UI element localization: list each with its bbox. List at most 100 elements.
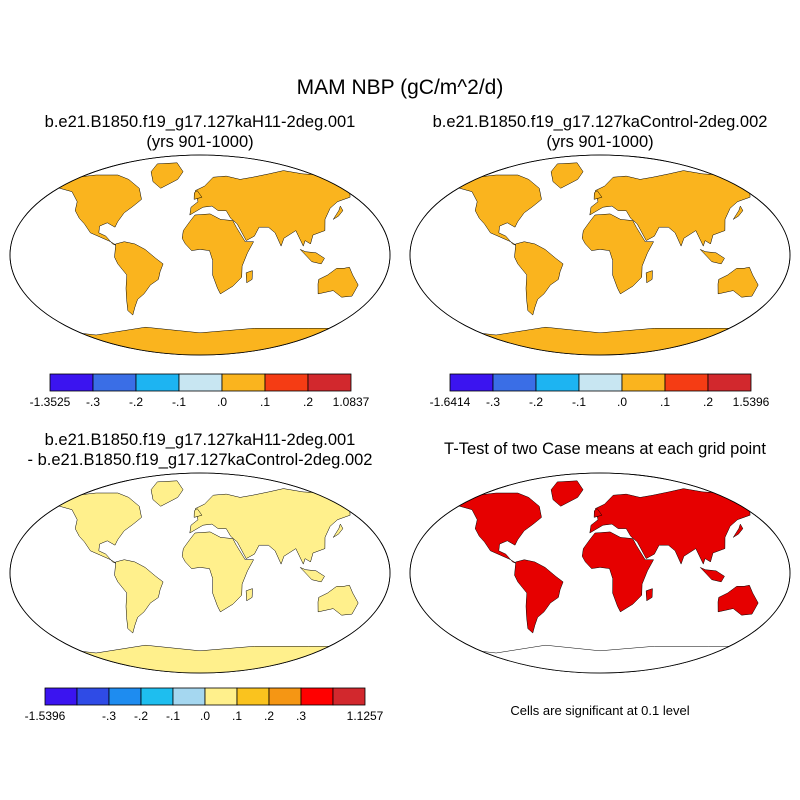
- colorbar-tick-label: -.2: [529, 395, 543, 409]
- colorbar-tick-label: -.3: [486, 395, 500, 409]
- continent-samerica: [114, 559, 164, 634]
- panel-title-case1: b.e21.B1850.f19_g17.127kaH11-2deg.001 (y…: [10, 112, 390, 152]
- continent-greenland: [550, 480, 584, 507]
- map-case1: [9, 154, 391, 356]
- panel-title-ttest: T-Test of two Case means at each grid po…: [444, 440, 766, 458]
- continent-africa: [181, 531, 255, 613]
- continent-japan: [732, 205, 744, 220]
- main-title: MAM NBP (gC/m^2/d): [296, 76, 504, 99]
- continent-eurasia: [189, 488, 368, 565]
- colorbar-tick-label: .2: [264, 709, 274, 723]
- colorbar-diff: -1.5396 -.3 -.2 -.1 .0 .1 .2 .3 1.1257: [25, 687, 384, 723]
- continent-eurasia: [189, 170, 368, 247]
- continent-samerica: [514, 241, 564, 316]
- colorbar-swatch: [178, 373, 223, 392]
- colorbar-tick-label: -1.6414: [430, 395, 471, 409]
- colorbar-swatch: [172, 687, 206, 706]
- colorbar-tick-label: -1.3525: [30, 395, 71, 409]
- colorbar-swatch: [221, 373, 266, 392]
- colorbar-tick-label: .2: [303, 395, 313, 409]
- continent-greenland: [150, 162, 184, 189]
- continent-uk: [593, 508, 603, 518]
- colorbar-tick-label: .3: [296, 709, 306, 723]
- map-case2: [409, 154, 791, 356]
- panel-title-diff: b.e21.B1850.f19_g17.127kaH11-2deg.001 - …: [0, 430, 400, 470]
- colorbar-tick-label: .0: [200, 709, 210, 723]
- continent-madagascar: [245, 270, 253, 284]
- colorbar-swatch: [108, 687, 142, 706]
- continent-uk: [193, 190, 203, 200]
- colorbar-swatch: [535, 373, 580, 392]
- panel-title-line1: b.e21.B1850.f19_g17.127kaH11-2deg.001: [44, 431, 356, 449]
- continent-africa: [181, 213, 255, 295]
- continent-uk: [593, 190, 603, 200]
- colorbar-tick-label: -.1: [172, 395, 186, 409]
- continent-samerica: [514, 559, 564, 634]
- colorbar-case1: -1.3525 -.3 -.2 -.1 .0 .1 .2 1.0837: [30, 373, 370, 409]
- colorbar-tick-label: -.1: [572, 395, 586, 409]
- continent-australia: [717, 266, 759, 298]
- continent-namerica: [45, 174, 142, 247]
- continent-madagascar: [645, 270, 653, 284]
- colorbar-swatch: [307, 373, 352, 392]
- map-ttest: [409, 472, 791, 674]
- colorbar-tick-label: .2: [703, 395, 713, 409]
- panel-title-line1: b.e21.B1850.f19_g17.127kaControl-2deg.00…: [432, 113, 768, 131]
- colorbar-tick-label: .1: [232, 709, 242, 723]
- continent-indonesia: [700, 249, 725, 265]
- colorbar-tick-label: .1: [660, 395, 670, 409]
- colorbar-swatch: [707, 373, 752, 392]
- colorbar-tick-label: -.3: [102, 709, 116, 723]
- colorbar-swatch: [236, 687, 270, 706]
- panel-title-line1: b.e21.B1850.f19_g17.127kaH11-2deg.001: [44, 113, 356, 131]
- map-diff: [9, 472, 391, 674]
- continent-australia: [717, 584, 759, 616]
- continent-indonesia: [300, 249, 325, 265]
- continent-eurasia: [589, 170, 768, 247]
- continent-japan: [332, 523, 344, 538]
- continent-namerica: [45, 492, 142, 565]
- continent-australia: [317, 584, 359, 616]
- colorbar-swatch: [300, 687, 334, 706]
- colorbar-swatch: [49, 373, 94, 392]
- panel-title-case2: b.e21.B1850.f19_g17.127kaControl-2deg.00…: [400, 112, 800, 152]
- continent-namerica: [445, 492, 542, 565]
- colorbar-swatch: [92, 373, 137, 392]
- colorbar-tick-label: -.2: [129, 395, 143, 409]
- colorbar-swatch: [268, 687, 302, 706]
- colorbar-swatch: [264, 373, 309, 392]
- panel-title-line2: - b.e21.B1850.f19_g17.127kaControl-2deg.…: [27, 451, 373, 469]
- colorbar-tick-label: .0: [217, 395, 227, 409]
- colorbar-tick-label: -1.5396: [25, 709, 66, 723]
- colorbar-tick-label: .1: [260, 395, 270, 409]
- colorbar-tick-label: 1.1257: [347, 709, 384, 723]
- continent-namerica: [445, 174, 542, 247]
- panel-title-line2: (yrs 901-1000): [546, 133, 654, 151]
- colorbar-tick-label: .0: [617, 395, 627, 409]
- continent-indonesia: [700, 567, 725, 583]
- continent-greenland: [150, 480, 184, 507]
- continent-australia: [317, 266, 359, 298]
- colorbar-swatch: [140, 687, 174, 706]
- colorbar-swatch: [44, 687, 78, 706]
- continent-madagascar: [245, 588, 253, 602]
- colorbar-swatch: [332, 687, 366, 706]
- colorbar-swatch: [621, 373, 666, 392]
- colorbar-tick-label: -.3: [86, 395, 100, 409]
- colorbar-swatch: [664, 373, 709, 392]
- colorbar-case2: -1.6414 -.3 -.2 -.1 .0 .1 .2 1.5396: [430, 373, 770, 409]
- continent-africa: [581, 213, 655, 295]
- continent-eurasia: [589, 488, 768, 565]
- continent-greenland: [550, 162, 584, 189]
- colorbar-swatch: [492, 373, 537, 392]
- continent-africa: [581, 531, 655, 613]
- continent-samerica: [114, 241, 164, 316]
- continent-indonesia: [300, 567, 325, 583]
- colorbar-tick-label: -.2: [134, 709, 148, 723]
- colorbar-swatch: [135, 373, 180, 392]
- continent-japan: [332, 205, 344, 220]
- colorbar-tick-label: -.1: [166, 709, 180, 723]
- continent-japan: [732, 523, 744, 538]
- colorbar-tick-label: 1.5396: [733, 395, 770, 409]
- continent-madagascar: [645, 588, 653, 602]
